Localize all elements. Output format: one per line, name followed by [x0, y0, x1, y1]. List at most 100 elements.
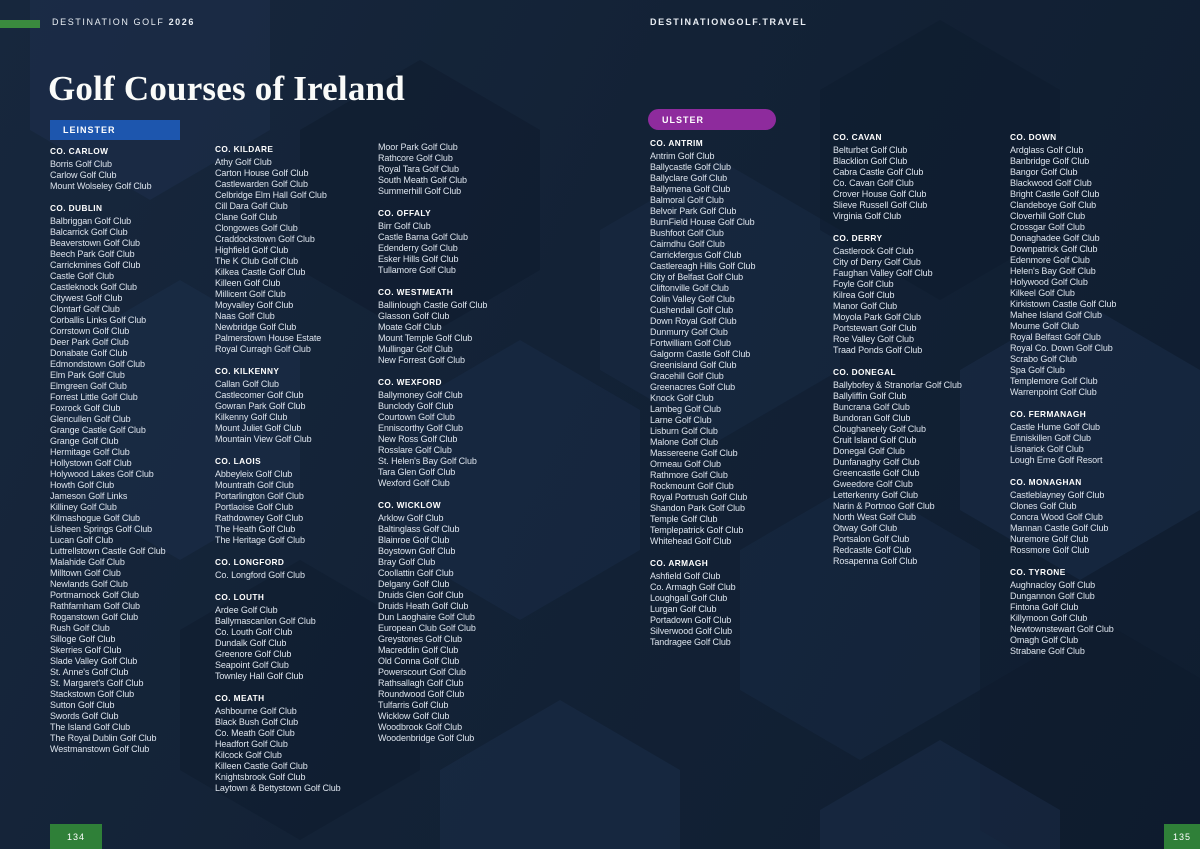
club-name: Westmanstown Golf Club — [50, 744, 150, 754]
club-name: Baltinglass Golf Club — [378, 524, 460, 534]
club-name: City of Derry Golf Club — [833, 257, 921, 267]
club-name: Mullingar Golf Club — [378, 344, 453, 354]
county-block: CO. KILDARE Athy Golf Club Carton House Go… — [215, 144, 385, 355]
club-name: Courtown Golf Club — [378, 412, 455, 422]
county-header: CO. MONAGHAN — [1010, 477, 1082, 487]
leinster-column-2: CO. KILDARE Athy Golf Club Carton House Go… — [215, 144, 385, 794]
club-name: Dundalk Golf Club — [215, 638, 287, 648]
county-header: CO. LOUTH — [215, 592, 265, 602]
club-name: Kilmashogue Golf Club — [50, 513, 140, 523]
county-block: CO. FERMANAGH Castle Hume Golf Club Ennisk… — [1010, 409, 1180, 466]
club-name: Citywest Golf Club — [50, 293, 123, 303]
club-name: Ashfield Golf Club — [650, 571, 721, 581]
club-name: Clandeboye Golf Club — [1010, 200, 1097, 210]
club-name: Newlands Golf Club — [50, 579, 128, 589]
club-name: Redcastle Golf Club — [833, 545, 912, 555]
club-name: Donabate Golf Club — [50, 348, 128, 358]
club-name: Co. Cavan Golf Club — [833, 178, 914, 188]
club-name: Dungannon Golf Club — [1010, 591, 1095, 601]
club-name: Silverwood Golf Club — [650, 626, 733, 636]
club-name: Blainroe Golf Club — [378, 535, 450, 545]
club-name: Virginia Golf Club — [833, 211, 902, 221]
club-name: Rossmore Golf Club — [1010, 545, 1090, 555]
club-name: Portmarnock Golf Club — [50, 590, 139, 600]
club-name: Athy Golf Club — [215, 157, 272, 167]
county-block: Moor Park Golf Club Rathcore Golf Club Roy… — [378, 142, 548, 197]
club-name: Bundoran Golf Club — [833, 413, 911, 423]
club-name: Roe Valley Golf Club — [833, 334, 914, 344]
club-name: Grange Golf Club — [50, 436, 119, 446]
club-name: Foxrock Golf Club — [50, 403, 121, 413]
club-name: Roganstown Golf Club — [50, 612, 139, 622]
club-name: The Island Golf Club — [50, 722, 131, 732]
county-header: CO. DOWN — [1010, 132, 1057, 142]
club-name: Kirkistown Castle Golf Club — [1010, 299, 1117, 309]
club-name: Mahee Island Golf Club — [1010, 310, 1102, 320]
club-name: Kilkenny Golf Club — [215, 412, 288, 422]
county-header: CO. ANTRIM — [650, 138, 704, 148]
county-header: CO. TYRONE — [1010, 567, 1066, 577]
club-name: Antrim Golf Club — [650, 151, 715, 161]
club-name: Moor Park Golf Club — [378, 142, 458, 152]
county-block: CO. WESTMEATH Ballinlough Castle Golf Clu… — [378, 287, 548, 366]
club-name: Gweedore Golf Club — [833, 479, 913, 489]
club-name: Down Royal Golf Club — [650, 316, 737, 326]
club-name: Crover House Golf Club — [833, 189, 927, 199]
club-name: Clontarf Golf Club — [50, 304, 120, 314]
county-header: CO. OFFALY — [378, 208, 432, 218]
club-name: Bushfoot Golf Club — [650, 228, 724, 238]
club-name: Mount Temple Golf Club — [378, 333, 473, 343]
club-name: Templepatrick Golf Club — [650, 525, 744, 535]
club-name: Castlereagh Hills Golf Club — [650, 261, 756, 271]
club-name: Cill Dara Golf Club — [215, 201, 288, 211]
club-name: Blacklion Golf Club — [833, 156, 908, 166]
club-name: Tullamore Golf Club — [378, 265, 456, 275]
club-name: Callan Golf Club — [215, 379, 279, 389]
club-name: Rathsallagh Golf Club — [378, 678, 464, 688]
club-name: Royal Portrush Golf Club — [650, 492, 748, 502]
club-name: Rathfarnham Golf Club — [50, 601, 140, 611]
club-name: Townley Hall Golf Club — [215, 671, 304, 681]
county-block: CO. KILKENNY Callan Golf Club Castlecomer … — [215, 366, 385, 445]
club-name: Wicklow Golf Club — [378, 711, 450, 721]
club-name: Beaverstown Golf Club — [50, 238, 140, 248]
ulster-column-1: CO. ANTRIM Antrim Golf Club Ballycastle Go… — [650, 138, 820, 648]
club-name: Buncrana Golf Club — [833, 402, 910, 412]
club-name: Glasson Golf Club — [378, 311, 450, 321]
county-block: CO. LONGFORD Co. Longford Golf Club — [215, 557, 385, 581]
club-name: Shandon Park Golf Club — [650, 503, 745, 513]
club-name: Castleknock Golf Club — [50, 282, 137, 292]
club-name: Lucan Golf Club — [50, 535, 114, 545]
county-header: CO. LONGFORD — [215, 557, 285, 567]
club-name: Cruit Island Golf Club — [833, 435, 917, 445]
club-name: Newtownstewart Golf Club — [1010, 624, 1114, 634]
club-name: Headfort Golf Club — [215, 739, 288, 749]
club-name: Fintona Golf Club — [1010, 602, 1079, 612]
club-name: Greenacres Golf Club — [650, 382, 736, 392]
club-name: Crossgar Golf Club — [1010, 222, 1085, 232]
club-name: The Royal Dublin Golf Club — [50, 733, 157, 743]
club-name: Forrest Little Golf Club — [50, 392, 138, 402]
club-name: Galgorm Castle Golf Club — [650, 349, 751, 359]
club-name: Sutton Golf Club — [50, 700, 115, 710]
club-name: Carrickfergus Golf Club — [650, 250, 742, 260]
county-header: CO. CAVAN — [833, 132, 882, 142]
club-name: Greencastle Golf Club — [833, 468, 920, 478]
club-name: Edenderry Golf Club — [378, 243, 458, 253]
county-header: CO. DUBLIN — [50, 203, 103, 213]
club-name: Lough Erne Golf Resort — [1010, 455, 1103, 465]
club-name: Temple Golf Club — [650, 514, 718, 524]
county-header: CO. WICKLOW — [378, 500, 441, 510]
club-name: Castle Golf Club — [50, 271, 114, 281]
county-header: CO. DERRY — [833, 233, 883, 243]
club-name: Carrickmines Golf Club — [50, 260, 141, 270]
club-name: Ballyliffin Golf Club — [833, 391, 907, 401]
club-name: Killymoon Golf Club — [1010, 613, 1088, 623]
club-name: Moyola Park Golf Club — [833, 312, 921, 322]
club-name: City of Belfast Golf Club — [650, 272, 744, 282]
club-name: Corrstown Golf Club — [50, 326, 130, 336]
county-block: CO. LAOIS Abbeyleix Golf Club Mountrath Go… — [215, 456, 385, 546]
club-name: Kilkea Castle Golf Club — [215, 267, 306, 277]
club-name: Aughnacloy Golf Club — [1010, 580, 1096, 590]
county-block: CO. MONAGHAN Castleblayney Golf Club Clone… — [1010, 477, 1180, 556]
